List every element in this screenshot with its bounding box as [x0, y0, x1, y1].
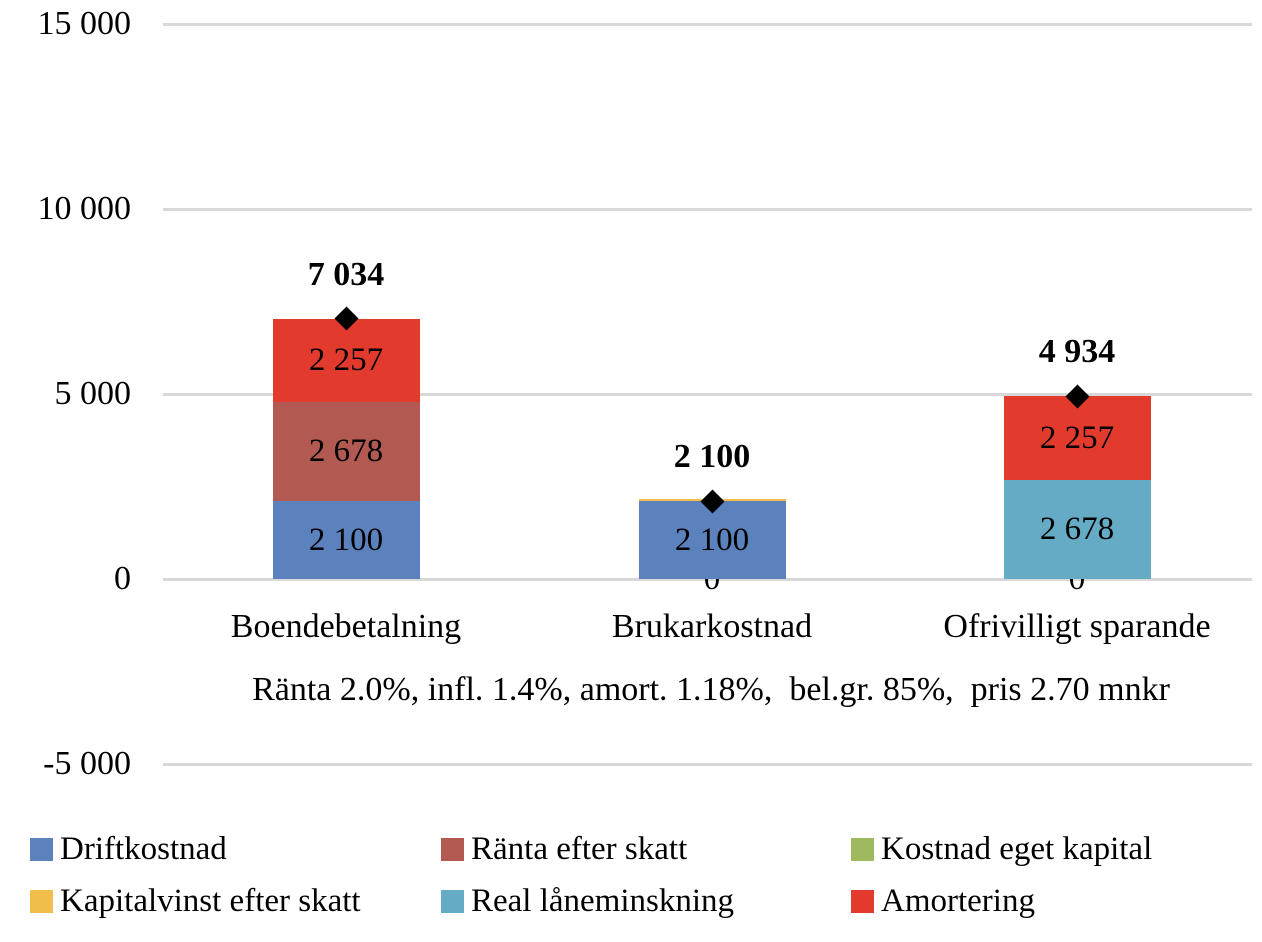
segment-label: 2 678 — [1039, 510, 1115, 547]
bar-segment — [638, 501, 786, 579]
legend-swatch — [30, 889, 53, 913]
gridline — [163, 762, 1252, 766]
bar-segment — [1003, 479, 1151, 579]
gridline — [163, 207, 1252, 211]
axis-annotation: Ränta 2.0%, infl. 1.4%, amort. 1.18%, be… — [252, 671, 1170, 708]
segment-label: 2 100 — [308, 521, 384, 558]
bar-segment — [272, 501, 420, 579]
legend-item: Real låneminskning — [441, 878, 734, 924]
segment-label: 2 678 — [308, 433, 384, 470]
y-tick-label: 15 000 — [37, 5, 132, 42]
category-label: Ofrivilligt sparande — [943, 608, 1211, 645]
legend-swatch — [851, 837, 874, 861]
legend-item: Driftkostnad — [30, 826, 227, 872]
total-label: 4 934 — [1038, 333, 1116, 371]
total-label: 2 100 — [673, 438, 751, 476]
bar-segment — [272, 402, 420, 502]
category-label: Boendebetalning — [230, 608, 462, 645]
legend-label: Amortering — [881, 882, 1035, 919]
y-tick-label: 5 000 — [54, 375, 132, 412]
gridline — [163, 22, 1252, 26]
legend-swatch — [441, 837, 464, 861]
segment-label: 2 257 — [308, 341, 384, 378]
legend-label: Driftkostnad — [60, 830, 227, 867]
legend-item: Amortering — [851, 878, 1035, 924]
segment-label: 2 257 — [1039, 419, 1115, 456]
y-tick-label: 0 — [114, 560, 131, 597]
legend-label: Kostnad eget kapital — [881, 830, 1153, 867]
bar-segment — [1003, 396, 1151, 480]
legend-label: Kapitalvinst efter skatt — [60, 882, 361, 919]
legend-item: Kapitalvinst efter skatt — [30, 878, 361, 924]
total-label: 7 034 — [307, 255, 385, 293]
y-tick-label: -5 000 — [43, 745, 131, 782]
gridline — [163, 392, 1252, 396]
legend-item: Kostnad eget kapital — [851, 826, 1152, 872]
legend-label: Real låneminskning — [471, 882, 735, 919]
legend-swatch — [851, 889, 874, 913]
legend-label: Ränta efter skatt — [471, 830, 688, 867]
y-tick-label: 10 000 — [37, 190, 132, 227]
legend-swatch — [441, 889, 464, 913]
segment-label: 2 100 — [674, 521, 750, 558]
category-label: Brukarkostnad — [611, 608, 813, 645]
gridline — [163, 577, 1252, 581]
legend-swatch — [30, 837, 53, 861]
legend-item: Ränta efter skatt — [441, 826, 687, 872]
bar-segment — [272, 318, 420, 403]
